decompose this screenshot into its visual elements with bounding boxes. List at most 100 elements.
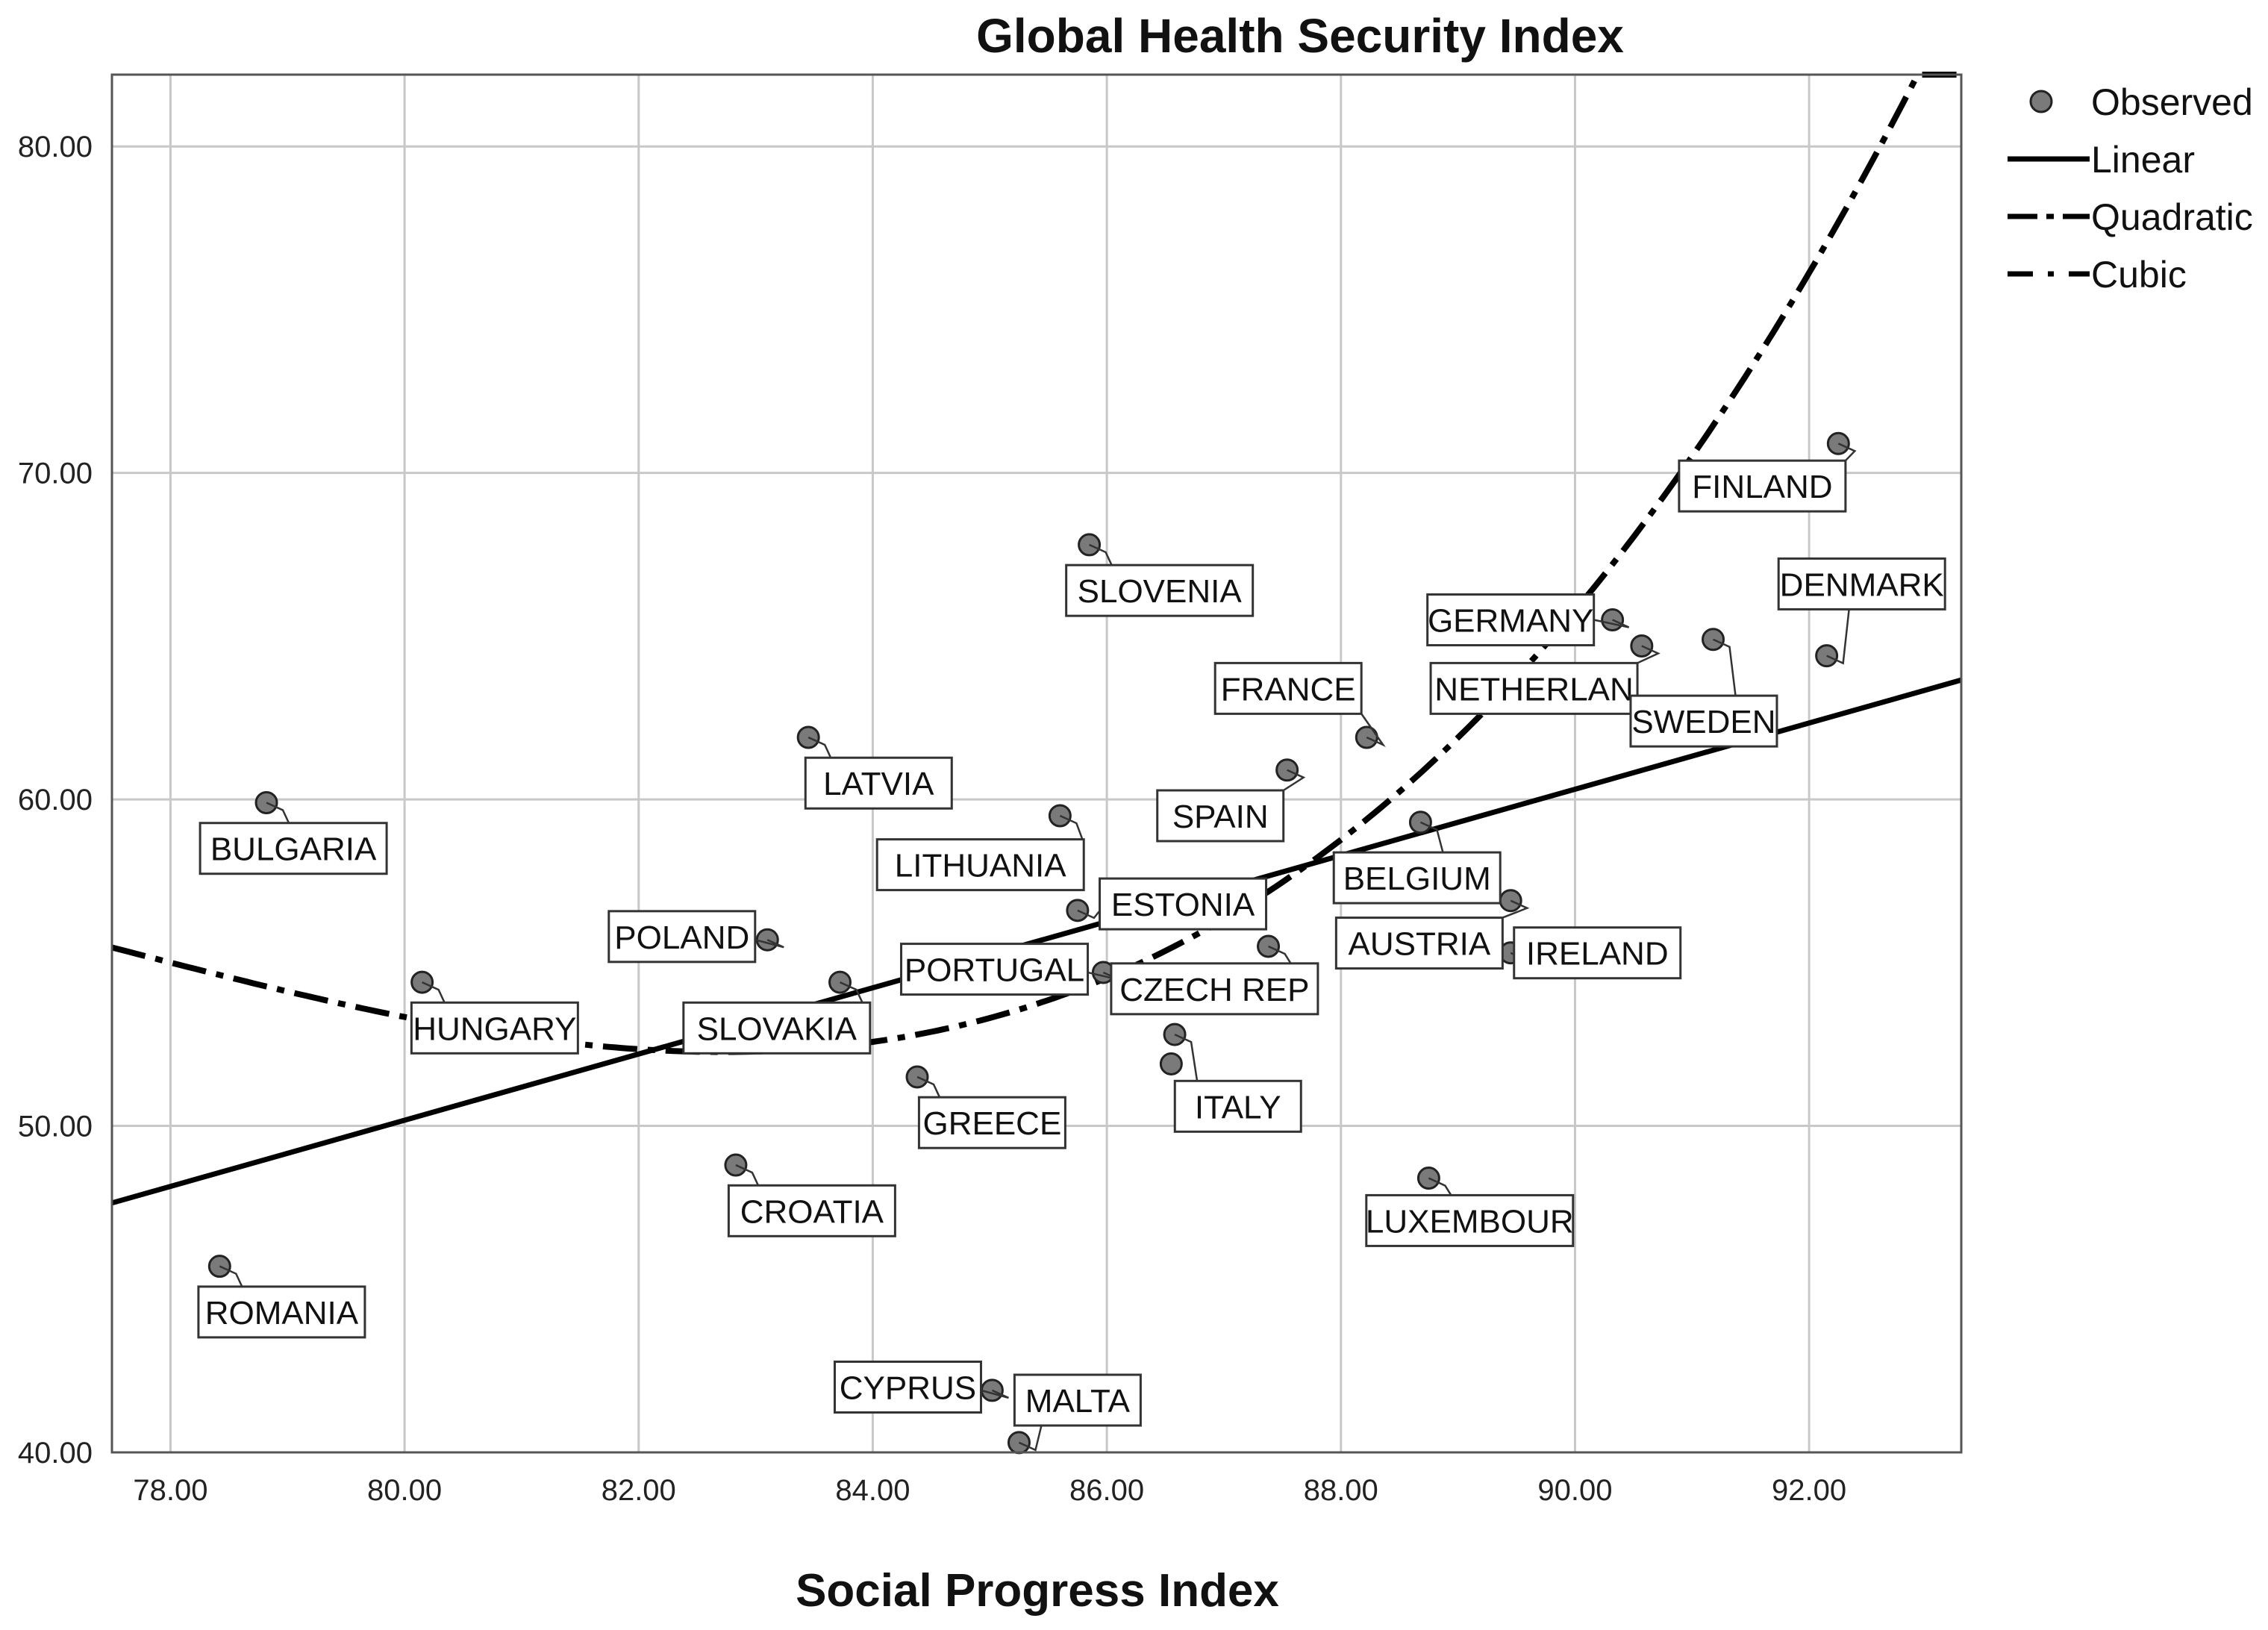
x-tick-label: 86.00 — [1069, 1474, 1144, 1507]
point-labels: FINLAND DENMARK SLOVENIA GERMANY NETHERLANSW… — [197, 443, 1946, 1452]
label-leader — [839, 981, 863, 1003]
point-label-box — [1065, 563, 1255, 617]
label-leader — [219, 1265, 243, 1287]
point-label-box — [1365, 1193, 1575, 1247]
x-tick-label: 78.00 — [133, 1474, 207, 1507]
label-leader — [1268, 945, 1292, 964]
point-label: MALTA — [1025, 1383, 1131, 1420]
linear-fit-line — [111, 677, 1962, 1206]
point-label-box — [1013, 1373, 1142, 1427]
x-tick-label: 84.00 — [835, 1474, 910, 1507]
point-label: BULGARIA — [210, 831, 377, 868]
label-leader — [1593, 619, 1630, 628]
point-label: FINLAND — [1692, 469, 1832, 505]
legend-label: Cubic — [2091, 254, 2187, 296]
point-label-box — [1156, 789, 1285, 843]
point-label-box — [917, 1096, 1066, 1149]
label-leader — [422, 981, 446, 1003]
point-label: CZECH REP — [1119, 972, 1309, 1008]
x-tick-label: 88.00 — [1304, 1474, 1378, 1507]
point-label: FRANCE — [1221, 671, 1356, 708]
label-leader — [1428, 1177, 1452, 1196]
legend-label: Quadratic — [2091, 196, 2253, 238]
point-label-box — [900, 943, 1090, 996]
point-label: SWEDEN — [1631, 704, 1775, 740]
y-tick-label: 50.00 — [18, 1111, 93, 1143]
point-label: LATVIA — [823, 766, 934, 802]
legend-label: Observed — [2091, 81, 2253, 123]
point-label-box — [410, 1001, 579, 1055]
point-label-box — [1173, 1079, 1302, 1133]
label-leader — [1826, 609, 1850, 665]
y-tick-labels: 40.00 50.00 60.00 70.00 80.00 — [18, 131, 93, 1470]
x-tick-labels: 78.00 80.00 82.00 84.00 86.00 88.00 90.00 92.00 — [133, 1474, 1846, 1507]
point-label-box — [727, 1184, 896, 1237]
point-label: ITALY — [1195, 1089, 1281, 1125]
point-label-box — [1213, 661, 1363, 715]
cubic-fit-line — [111, 72, 1961, 1055]
y-tick-label: 80.00 — [18, 131, 93, 163]
label-leader — [755, 939, 784, 949]
point-label-box — [875, 838, 1085, 892]
point-label-box — [833, 1361, 982, 1414]
grid — [112, 75, 1961, 1454]
point-label-box — [1099, 877, 1268, 931]
legend-marker — [2029, 90, 2053, 113]
label-leader — [1419, 821, 1444, 853]
point-label-box — [1429, 661, 1639, 715]
point-label: PORTUGAL — [905, 952, 1084, 989]
label-leader — [1361, 713, 1386, 748]
point-label-box — [1513, 926, 1682, 980]
label-leader — [1059, 814, 1084, 840]
y-tick-label: 70.00 — [18, 458, 93, 490]
point-label: DENMARK — [1780, 566, 1944, 603]
y-tick-label: 60.00 — [18, 784, 93, 816]
label-leader — [981, 1389, 1009, 1399]
point-label: LITHUANIA — [895, 848, 1066, 884]
point-label: ROMANIA — [205, 1295, 359, 1331]
plot-frame — [110, 73, 1963, 1454]
x-tick-label: 92.00 — [1772, 1474, 1846, 1507]
point-label-box — [1678, 459, 1847, 513]
x-tick-label: 82.00 — [602, 1474, 676, 1507]
label-leader — [1502, 899, 1530, 919]
label-leader — [266, 802, 290, 824]
point-label: POLAND — [614, 919, 749, 956]
point-label: SLOVENIA — [1078, 573, 1243, 610]
label-leader — [1837, 443, 1857, 462]
point-label: CROATIA — [740, 1193, 884, 1230]
x-tick-label: 90.00 — [1537, 1474, 1612, 1507]
label-leader — [807, 736, 832, 758]
label-leader — [1077, 909, 1101, 919]
point-label: GERMANY — [1428, 603, 1593, 640]
chart-title: Global Health Security Index — [976, 9, 1624, 63]
x-axis-title: Social Progress Index — [796, 1565, 1279, 1617]
point-label-box — [199, 822, 388, 875]
fit-lines — [111, 72, 1962, 1206]
point-label: HUNGARY — [413, 1011, 576, 1047]
point-label: AUSTRIA — [1349, 926, 1491, 963]
point-label: BELGIUM — [1343, 861, 1491, 897]
label-leader — [916, 1075, 941, 1098]
point-label: CYPRUS — [840, 1370, 976, 1407]
observed-point — [1159, 1052, 1183, 1075]
point-label: SLOVAKIA — [697, 1011, 857, 1047]
label-leader — [735, 1164, 760, 1186]
point-label: SPAIN — [1172, 799, 1269, 835]
label-leader — [1089, 543, 1113, 566]
label-leader — [1712, 638, 1737, 696]
label-leader — [1637, 645, 1661, 664]
y-tick-label: 40.00 — [18, 1437, 93, 1470]
point-label: ESTONIA — [1111, 887, 1255, 923]
x-tick-label: 80.00 — [367, 1474, 442, 1507]
legend: Observed Linear Quadratic Cubic — [2008, 81, 2253, 296]
point-label: IRELAND — [1526, 936, 1669, 972]
point-label: GREECE — [922, 1105, 1061, 1142]
point-label-box — [1332, 851, 1502, 905]
point-label-box — [607, 910, 757, 964]
legend-label: Linear — [2091, 139, 2195, 181]
point-label-box — [1334, 917, 1504, 970]
label-leader — [1018, 1425, 1043, 1452]
point-label-box — [1777, 557, 1946, 611]
